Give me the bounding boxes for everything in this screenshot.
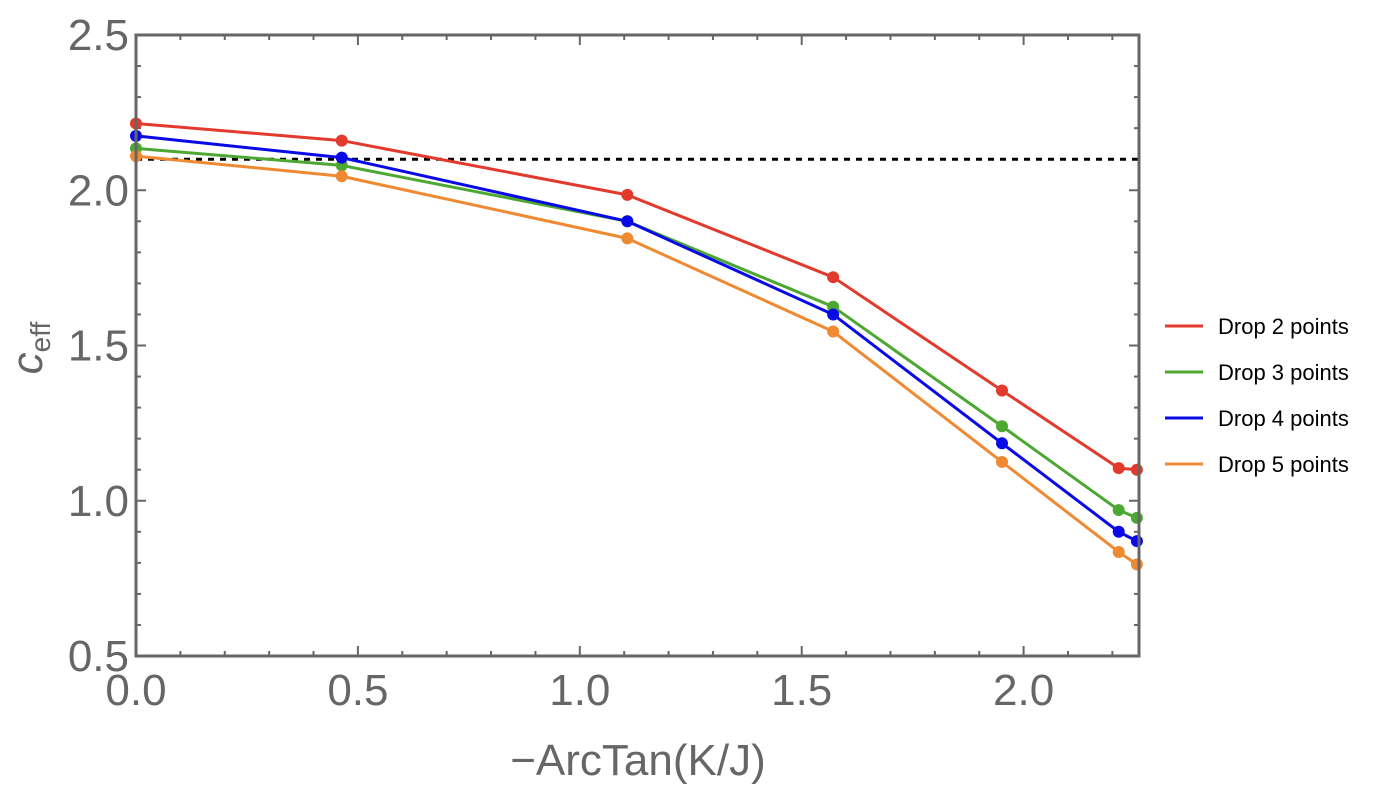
data-point: [827, 325, 840, 338]
y-tick-label: 2.5: [68, 11, 129, 60]
data-point: [335, 151, 348, 164]
series-line: [135, 134, 1138, 543]
y-tick-label: 1.0: [68, 477, 129, 526]
data-point: [995, 437, 1008, 450]
series-group: [130, 117, 1143, 571]
legend-label: Drop 5 points: [1218, 452, 1349, 477]
plot-frame: [134, 33, 1141, 658]
y-axis-label: ceff: [3, 321, 56, 374]
data-point: [621, 215, 634, 228]
data-point: [1130, 558, 1143, 571]
series-3: [130, 129, 1143, 548]
data-point: [995, 420, 1008, 433]
y-axis-label-subscript: eff: [25, 321, 56, 352]
data-point: [1130, 511, 1143, 524]
data-point: [995, 384, 1008, 397]
data-point: [995, 455, 1008, 468]
data-point: [827, 271, 840, 284]
data-point: [1130, 463, 1143, 476]
data-point: [335, 134, 348, 147]
legend-item: Drop 3 points: [1165, 360, 1349, 385]
y-axis-label-main: c: [3, 352, 52, 374]
data-point: [1112, 525, 1125, 538]
y-tick-label: 2.0: [68, 166, 129, 215]
legend-label: Drop 2 points: [1218, 314, 1349, 339]
legend-label: Drop 3 points: [1218, 360, 1349, 385]
legend-label: Drop 4 points: [1218, 406, 1349, 431]
x-tick-label: 1.0: [549, 666, 610, 715]
tick-labels: 0.0 0.5 1.0 1.5 2.00.51.01.52.02.5: [68, 11, 1054, 715]
legend: Drop 2 points Drop 3 points Drop 4 points D…: [1165, 314, 1349, 477]
series-line: [135, 146, 1138, 520]
x-tick-label: 1.5: [771, 666, 832, 715]
x-axis-label: −ArcTan(K/J): [510, 736, 766, 785]
legend-item: Drop 2 points: [1165, 314, 1349, 339]
data-point: [1112, 462, 1125, 475]
legend-item: Drop 4 points: [1165, 406, 1349, 431]
series-line: [135, 121, 1138, 472]
x-tick-label: 0.0: [105, 666, 166, 715]
data-point: [827, 308, 840, 321]
y-tick-label: 0.5: [68, 632, 129, 681]
y-tick-label: 1.5: [68, 322, 129, 371]
series-line: [135, 154, 1138, 566]
data-point: [1130, 535, 1143, 548]
data-point: [335, 170, 348, 183]
series-4: [130, 150, 1143, 571]
x-tick-label: 0.5: [327, 666, 388, 715]
data-point: [621, 232, 634, 245]
data-point: [621, 188, 634, 201]
x-tick-label: 2.0: [993, 666, 1054, 715]
data-point: [1112, 545, 1125, 558]
data-point: [1112, 504, 1125, 517]
legend-item: Drop 5 points: [1165, 452, 1349, 477]
ticks: [135, 34, 1139, 657]
